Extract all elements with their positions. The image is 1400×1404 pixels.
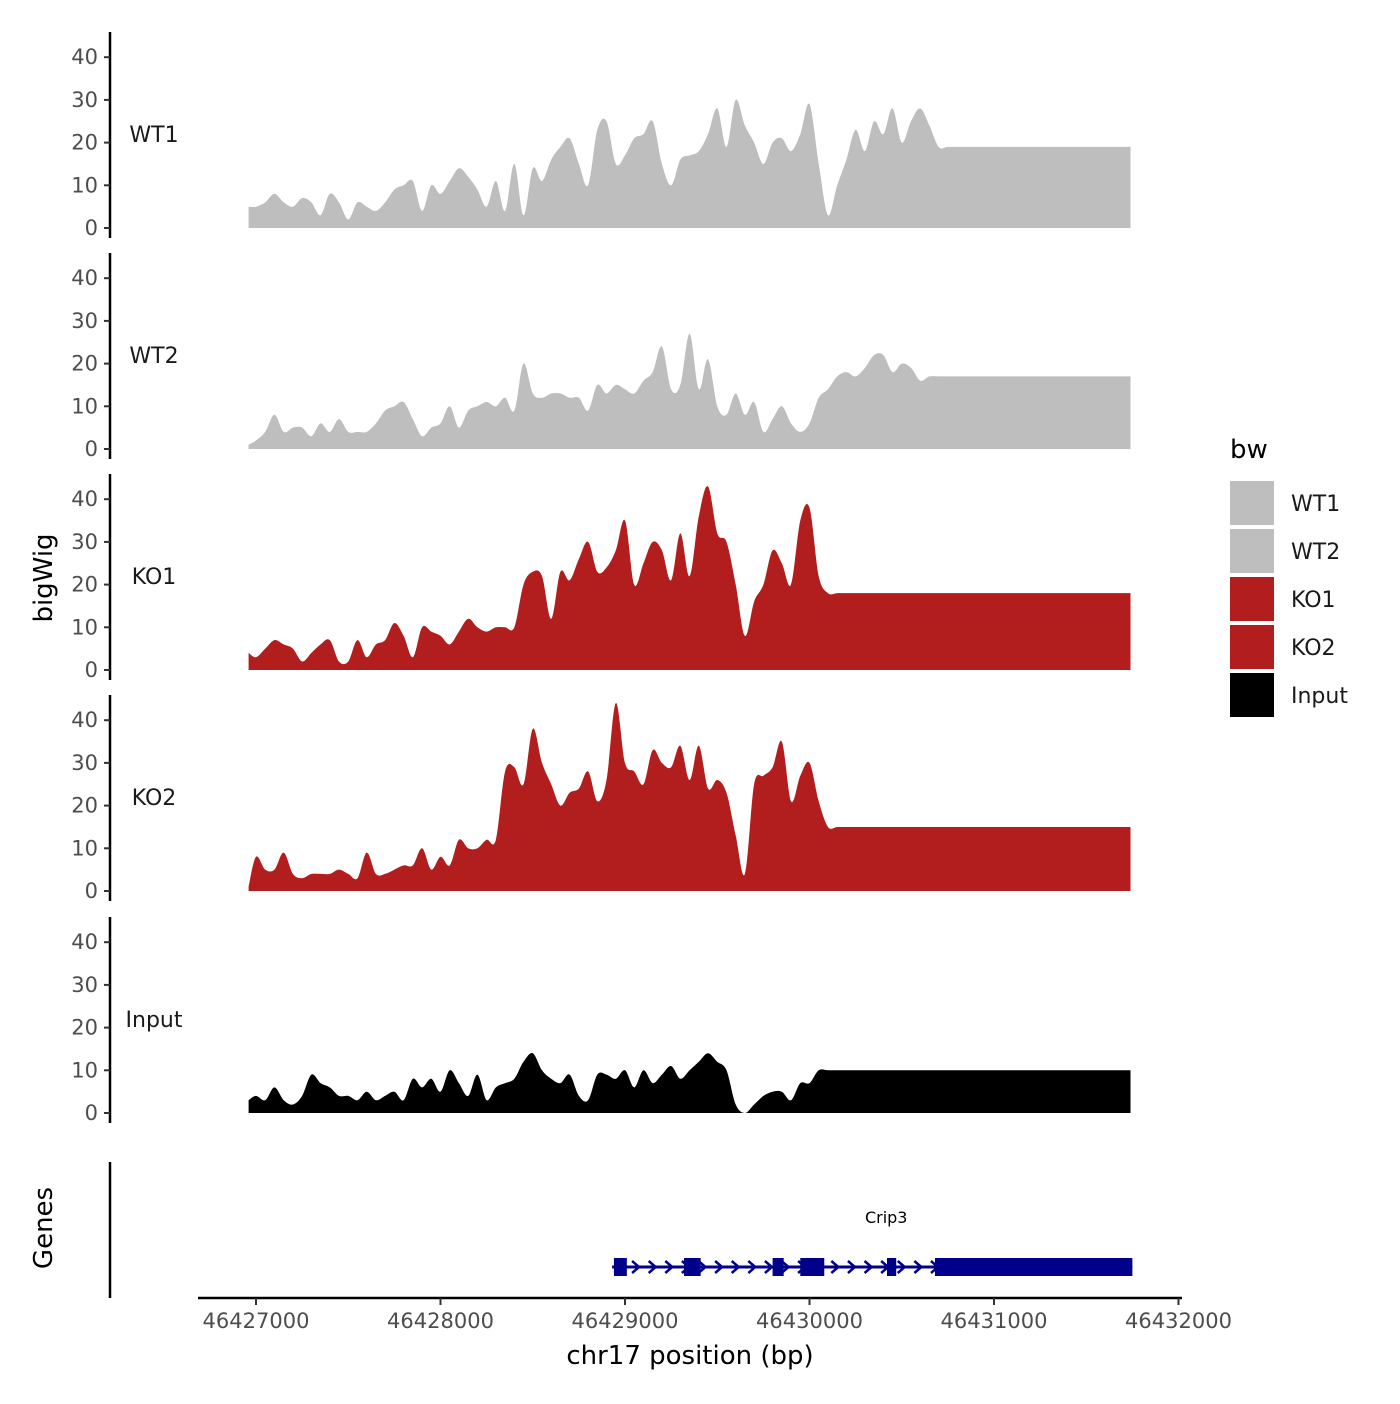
y-tick-label: 20 xyxy=(71,794,98,818)
track-ko1: 0 10 20 30 40 KO1 xyxy=(71,474,1131,682)
x-axis: 46427000 46428000 46429000 46430000 46431000… xyxy=(198,1296,1232,1333)
legend-label: KO1 xyxy=(1291,588,1336,613)
y-tick-label: 20 xyxy=(71,352,98,376)
y-tick-label: 20 xyxy=(71,573,98,597)
x-tick-label: 46429000 xyxy=(572,1309,679,1333)
y-tick-label: 0 xyxy=(85,437,98,461)
legend-title: bw xyxy=(1230,435,1268,465)
strand-arrow xyxy=(697,1260,708,1274)
gene-exon xyxy=(613,1258,627,1276)
strand-arrow xyxy=(847,1260,857,1274)
legend-swatch xyxy=(1230,625,1274,669)
x-tick-label: 46427000 xyxy=(203,1309,310,1333)
track-label-input: Input xyxy=(126,1008,183,1033)
x-tick-label: 46428000 xyxy=(387,1309,494,1333)
track-area-wt2 xyxy=(248,333,1131,449)
y-tick-label: 30 xyxy=(71,309,98,333)
strand-arrow xyxy=(631,1260,641,1274)
legend: bw WT1 WT2 KO1 KO2 Input xyxy=(1230,435,1348,717)
legend-label: Input xyxy=(1291,684,1348,709)
legend-swatch xyxy=(1230,529,1274,573)
y-tick-label: 30 xyxy=(71,530,98,554)
strand-arrow xyxy=(913,1260,924,1274)
y-tick-label: 20 xyxy=(71,131,98,155)
track-area-ko2 xyxy=(248,702,1131,891)
genes-track-title: Genes xyxy=(29,1187,59,1269)
y-tick-label: 40 xyxy=(71,487,98,511)
y-tick-label: 10 xyxy=(71,173,98,197)
y-tick-label: 0 xyxy=(85,216,98,240)
strand-arrow xyxy=(664,1260,675,1274)
y-tick-label: 40 xyxy=(71,45,98,69)
y-tick-label: 10 xyxy=(71,836,98,860)
genes-layer: Crip3 xyxy=(108,1162,1133,1298)
y-tick-label: 40 xyxy=(71,708,98,732)
strand-arrow xyxy=(714,1260,725,1274)
y-tick-label: 10 xyxy=(71,615,98,639)
x-tick-label: 46432000 xyxy=(1125,1309,1232,1333)
gene-crip3: Crip3 xyxy=(612,1208,1133,1276)
strand-arrow xyxy=(730,1260,741,1274)
legend-swatch xyxy=(1230,673,1274,717)
track-wt2: 0 10 20 30 40 WT2 xyxy=(71,253,1131,461)
strand-arrow xyxy=(896,1260,907,1274)
y-tick-label: 30 xyxy=(71,973,98,997)
y-tick-label: 20 xyxy=(71,1016,98,1040)
x-tick-label: 46431000 xyxy=(941,1309,1048,1333)
y-tick-label: 0 xyxy=(85,658,98,682)
strand-arrow xyxy=(764,1260,774,1274)
y-tick-label: 0 xyxy=(85,879,98,903)
gene-exon xyxy=(934,1258,1133,1276)
track-area-input xyxy=(248,1052,1131,1113)
track-input: 0 10 20 30 40 Input xyxy=(71,917,1131,1125)
legend-item-ko1: KO1 xyxy=(1230,577,1336,621)
gene-label: Crip3 xyxy=(865,1208,908,1227)
y-tick-label: 40 xyxy=(71,266,98,290)
legend-swatch xyxy=(1230,577,1274,621)
x-axis-title: chr17 position (bp) xyxy=(566,1341,813,1371)
track-area-ko1 xyxy=(248,486,1131,670)
track-label-ko1: KO1 xyxy=(132,565,177,590)
gene-exon xyxy=(886,1258,897,1276)
y-tick-label: 30 xyxy=(71,88,98,112)
tracks-layer: 0 10 20 30 40 WT1 0 10 20 30 40 WT2 0 10 20 30 40 KO1 0 10 2… xyxy=(71,32,1131,1125)
y-tick-label: 0 xyxy=(85,1101,98,1125)
legend-item-ko2: KO2 xyxy=(1230,625,1336,669)
strand-arrow xyxy=(780,1260,791,1274)
legend-item-wt2: WT2 xyxy=(1230,529,1340,573)
track-wt1: 0 10 20 30 40 WT1 xyxy=(71,32,1131,240)
y-axis-title: bigWig xyxy=(29,533,59,622)
legend-item-input: Input xyxy=(1230,673,1348,717)
legend-label: KO2 xyxy=(1291,636,1336,661)
track-area-wt1 xyxy=(248,99,1131,228)
track-label-wt2: WT2 xyxy=(129,344,178,369)
y-tick-label: 40 xyxy=(71,930,98,954)
gene-exon xyxy=(800,1258,825,1276)
y-tick-label: 10 xyxy=(71,394,98,418)
strand-arrow xyxy=(647,1260,658,1274)
legend-label: WT2 xyxy=(1291,540,1340,565)
legend-label: WT1 xyxy=(1291,492,1340,517)
strand-arrow xyxy=(747,1260,758,1274)
y-tick-label: 10 xyxy=(71,1058,98,1082)
x-tick-label: 46430000 xyxy=(756,1309,863,1333)
gene-exon xyxy=(684,1258,701,1276)
gene-exon xyxy=(772,1258,784,1276)
track-label-wt1: WT1 xyxy=(129,123,178,148)
track-ko2: 0 10 20 30 40 KO2 xyxy=(71,695,1131,903)
track-label-ko2: KO2 xyxy=(132,786,177,811)
strand-arrow xyxy=(830,1260,841,1274)
y-tick-label: 30 xyxy=(71,751,98,775)
strand-arrow xyxy=(863,1260,874,1274)
legend-swatch xyxy=(1230,481,1274,525)
legend-item-wt1: WT1 xyxy=(1230,481,1340,525)
